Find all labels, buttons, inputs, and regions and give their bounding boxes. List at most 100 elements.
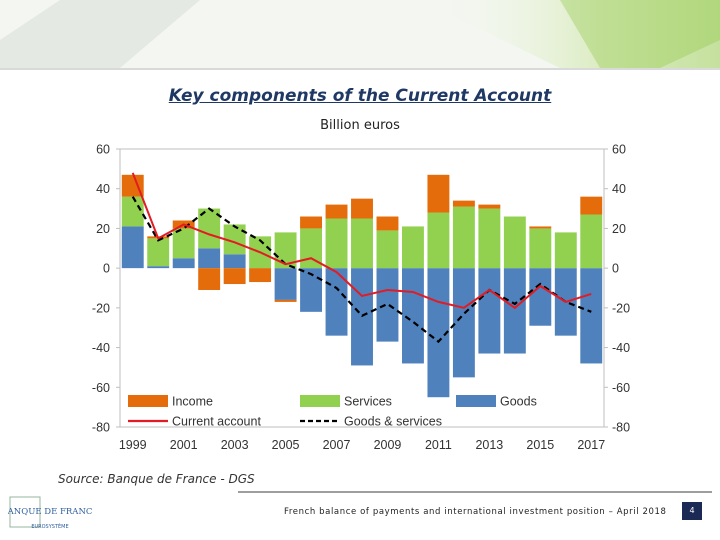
bar-income-2015 xyxy=(529,226,552,229)
bar-income-2011 xyxy=(427,174,450,213)
bar-services-2003 xyxy=(223,224,246,255)
bar-services-2005 xyxy=(274,232,297,269)
bar-goods-2017 xyxy=(580,268,603,364)
y-tick-label-left: -40 xyxy=(92,341,110,355)
y-tick-label-left: -80 xyxy=(92,421,110,435)
line-goods-services xyxy=(131,196,592,344)
source-note: Source: Banque de France - DGS xyxy=(58,472,255,486)
bar-services-2002 xyxy=(198,208,221,249)
bar-services-2017 xyxy=(580,214,603,269)
x-tick-label: 2007 xyxy=(323,438,351,452)
bar-income-2004 xyxy=(249,268,272,283)
bar-goods-2013 xyxy=(478,268,501,354)
bar-services-2009 xyxy=(376,230,399,269)
bar-services-1999 xyxy=(121,196,144,227)
y-tick-label-right: -60 xyxy=(612,381,630,395)
footer-divider xyxy=(238,491,712,493)
legend-goods-swatch xyxy=(456,395,496,407)
bar-income-2002 xyxy=(198,268,221,290)
bar-services-2007 xyxy=(325,218,348,269)
bar-goods-2006 xyxy=(300,268,323,312)
bar-services-2001 xyxy=(172,228,195,259)
line-current-account xyxy=(131,172,592,310)
x-tick-label: 2011 xyxy=(425,438,452,452)
x-tick-label: 1999 xyxy=(119,438,147,452)
bar-income-2005 xyxy=(274,299,297,302)
chart-legend: Income Services Goods Current account Goods … xyxy=(128,395,537,429)
x-tick-label: 2013 xyxy=(475,438,503,452)
x-tick-label: 2005 xyxy=(272,438,300,452)
bar-services-2014 xyxy=(503,216,526,269)
x-tick-label: 2017 xyxy=(577,438,605,452)
bar-goods-2002 xyxy=(198,248,221,269)
x-tick-label: 2009 xyxy=(374,438,402,452)
bar-services-2010 xyxy=(401,226,424,269)
bar-services-2006 xyxy=(300,228,323,269)
legend-goods-services-label: Goods & services xyxy=(344,415,442,429)
bar-income-2012 xyxy=(452,200,475,207)
bar-goods-1999 xyxy=(121,226,144,269)
bar-goods-2009 xyxy=(376,268,399,342)
bar-goods-2005 xyxy=(274,268,297,300)
y-tick-label-left: 60 xyxy=(96,143,110,157)
legend-goods-label: Goods xyxy=(500,395,537,409)
y-tick-label-left: -60 xyxy=(92,381,110,395)
bar-services-2012 xyxy=(452,206,475,269)
bar-goods-2000 xyxy=(147,266,170,269)
bar-income-2007 xyxy=(325,204,348,219)
bar-income-2006 xyxy=(300,216,323,229)
plot-frame xyxy=(119,148,605,428)
logo-subtext: EUROSYSTÈME xyxy=(31,522,68,530)
y-tick-label-right: -40 xyxy=(612,341,630,355)
chart-lines xyxy=(131,172,592,344)
legend-services-swatch xyxy=(300,395,340,407)
y-tick-label-right: 40 xyxy=(612,182,626,196)
bar-services-2013 xyxy=(478,208,501,269)
bar-services-2011 xyxy=(427,212,450,269)
y-tick-label-left: 20 xyxy=(96,222,110,236)
bar-income-2003 xyxy=(223,268,246,285)
legend-current-account-label: Current account xyxy=(172,415,261,429)
y-tick-label-right: -80 xyxy=(612,421,630,435)
y-tick-label-left: 40 xyxy=(96,182,110,196)
bar-income-2008 xyxy=(351,198,373,219)
bar-services-2016 xyxy=(554,232,577,269)
legend-services-label: Services xyxy=(344,395,392,409)
bar-goods-2010 xyxy=(401,268,424,364)
y-tick-label-right: -20 xyxy=(612,301,630,315)
y-tick-label-right: 20 xyxy=(612,222,626,236)
slide-title: Key components of the Current Account xyxy=(0,86,720,106)
bar-goods-2001 xyxy=(172,258,195,269)
legend-income-swatch xyxy=(128,395,168,407)
y-tick-label-right: 0 xyxy=(612,262,619,276)
x-tick-label: 2003 xyxy=(221,438,249,452)
bar-goods-2007 xyxy=(325,268,348,336)
bar-goods-2014 xyxy=(503,268,526,354)
bar-services-2008 xyxy=(351,218,373,269)
bar-income-2009 xyxy=(376,216,399,231)
chart-subtitle: Billion euros xyxy=(320,118,400,133)
bar-services-2015 xyxy=(529,228,552,269)
bar-income-2013 xyxy=(478,204,501,209)
x-tick-label: 2001 xyxy=(170,438,198,452)
bar-income-2017 xyxy=(580,196,603,215)
legend-income-label: Income xyxy=(172,395,213,409)
slide-title-text: Key components of the Current Account xyxy=(168,86,552,106)
chart-axes: 60 60 40 40 20 20 0 0 -20 -20 -40 -40 -60 -60 -80 -80 19… xyxy=(92,143,630,453)
footer-text: French balance of payments and internati… xyxy=(284,507,667,517)
header-banner xyxy=(0,0,720,70)
chart-bars xyxy=(121,174,603,398)
bar-goods-2015 xyxy=(529,268,552,326)
y-tick-label-left: -20 xyxy=(92,301,110,315)
page-number: 4 xyxy=(682,502,702,520)
y-tick-label-right: 60 xyxy=(612,143,626,157)
x-tick-label: 2015 xyxy=(526,438,554,452)
y-tick-label-left: 0 xyxy=(103,262,110,276)
bar-goods-2003 xyxy=(223,254,246,269)
bar-services-2000 xyxy=(147,238,170,267)
bar-income-1999 xyxy=(121,174,144,197)
bar-goods-2012 xyxy=(452,268,475,378)
